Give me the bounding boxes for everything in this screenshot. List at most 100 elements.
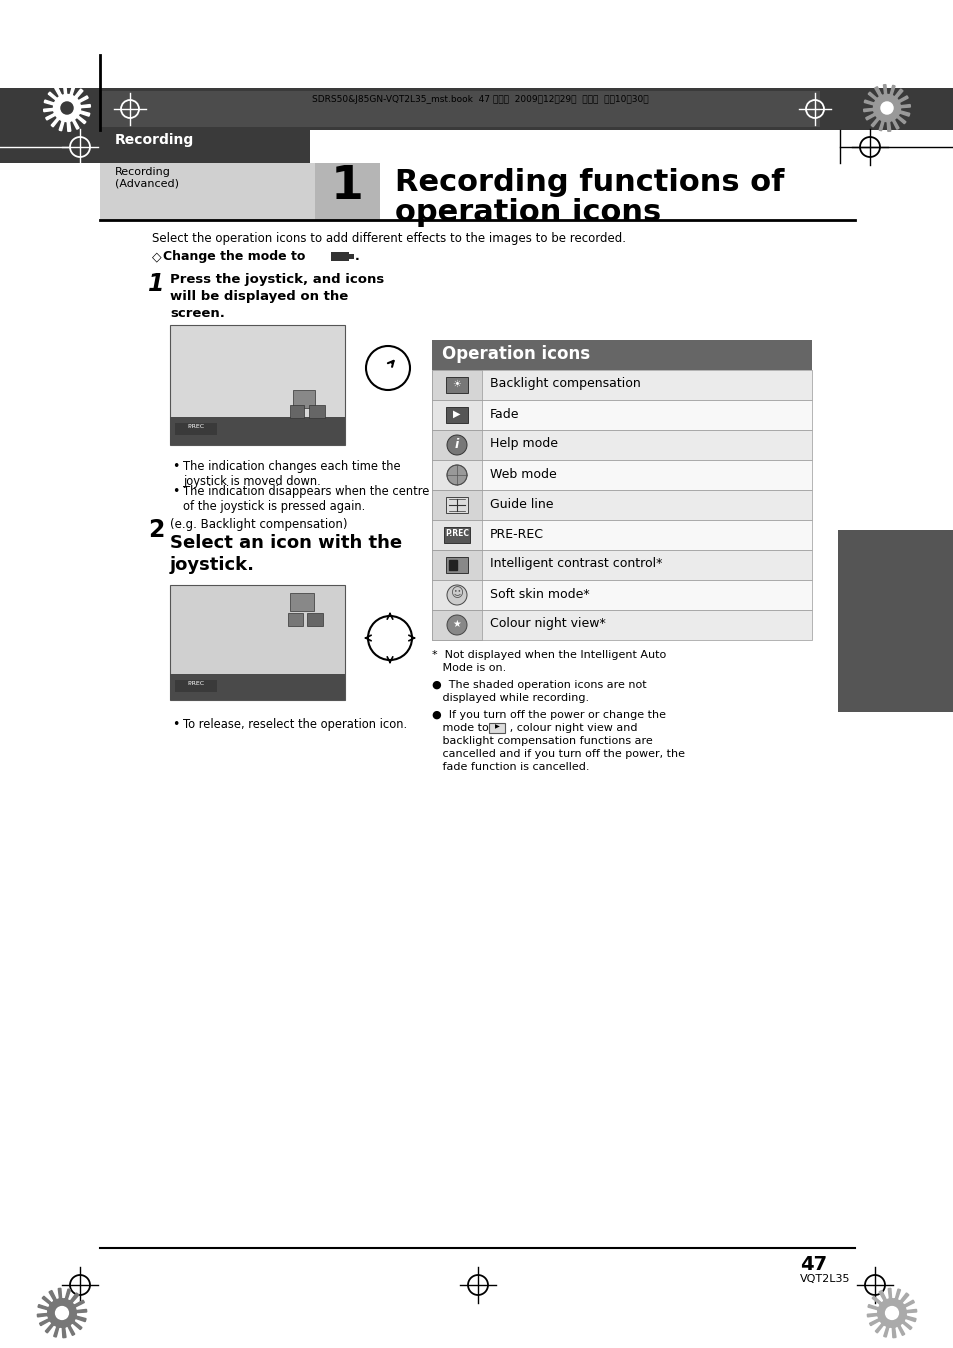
Bar <box>432 400 481 430</box>
Circle shape <box>447 615 467 635</box>
Bar <box>170 585 345 700</box>
Bar <box>432 491 481 520</box>
Bar <box>314 163 379 220</box>
Bar <box>432 430 481 460</box>
Bar <box>432 611 481 640</box>
Bar <box>432 550 481 580</box>
Bar <box>100 163 314 220</box>
Text: Select the operation icons to add different effects to the images to be recorded: Select the operation icons to add differ… <box>152 232 625 245</box>
Bar <box>100 92 820 127</box>
Text: cancelled and if you turn off the power, the: cancelled and if you turn off the power,… <box>432 749 684 759</box>
Text: P.REC: P.REC <box>187 681 204 686</box>
Circle shape <box>447 465 467 485</box>
Text: Colour night view*: Colour night view* <box>490 617 605 631</box>
Text: Fade: Fade <box>490 407 519 421</box>
Bar <box>446 377 468 394</box>
Text: PRE-REC: PRE-REC <box>490 527 543 541</box>
Text: SDRS50&J85GN-VQT2L35_mst.book  47 ページ  2009年12月29日  火曜日  午前10時30分: SDRS50&J85GN-VQT2L35_mst.book 47 ページ 200… <box>312 94 648 104</box>
Bar <box>309 404 325 418</box>
Bar <box>432 369 481 400</box>
Text: will be displayed on the: will be displayed on the <box>170 290 348 303</box>
Text: Recording: Recording <box>115 133 194 147</box>
Bar <box>837 530 953 712</box>
Text: (e.g. Backlight compensation): (e.g. Backlight compensation) <box>170 518 347 531</box>
Bar <box>446 497 468 514</box>
Text: fade function is cancelled.: fade function is cancelled. <box>432 762 589 772</box>
Text: Select an icon with the: Select an icon with the <box>170 534 402 551</box>
Text: Guide line: Guide line <box>490 497 553 511</box>
Bar <box>293 390 314 408</box>
Bar <box>307 613 323 625</box>
Bar <box>0 129 310 163</box>
Text: •: • <box>172 485 179 497</box>
Text: Web mode: Web mode <box>490 468 557 480</box>
Text: 1: 1 <box>148 272 164 297</box>
Bar <box>432 580 481 611</box>
Text: displayed while recording.: displayed while recording. <box>432 693 589 704</box>
Text: Operation icons: Operation icons <box>441 345 590 363</box>
Bar <box>432 611 811 640</box>
Bar <box>432 430 811 460</box>
Text: Recording
(Advanced): Recording (Advanced) <box>115 167 179 189</box>
Bar <box>170 417 345 445</box>
Text: .: . <box>355 249 359 263</box>
Circle shape <box>447 435 467 456</box>
Bar <box>432 550 811 580</box>
Text: i: i <box>455 438 458 450</box>
Text: *  Not displayed when the Intelligent Auto: * Not displayed when the Intelligent Aut… <box>432 650 665 661</box>
Bar <box>432 400 811 430</box>
Bar <box>0 0 953 88</box>
Bar <box>331 252 349 262</box>
Bar <box>432 520 811 550</box>
Bar <box>170 325 345 445</box>
Text: screen.: screen. <box>170 307 225 319</box>
Bar <box>290 404 304 418</box>
Text: Backlight compensation: Backlight compensation <box>490 377 640 391</box>
Circle shape <box>60 101 73 115</box>
Bar <box>432 340 811 369</box>
Text: Mode is on.: Mode is on. <box>432 663 506 673</box>
Polygon shape <box>866 1289 916 1337</box>
Circle shape <box>55 1306 69 1320</box>
Bar <box>489 723 504 733</box>
Bar <box>290 593 314 611</box>
Bar <box>432 491 811 520</box>
Polygon shape <box>862 85 909 131</box>
Bar <box>446 407 468 423</box>
Bar <box>174 679 216 692</box>
Text: ☀: ☀ <box>452 379 461 390</box>
Text: ☺: ☺ <box>450 588 463 600</box>
Text: Recording functions of: Recording functions of <box>395 168 783 197</box>
Text: Change the mode to: Change the mode to <box>163 249 305 263</box>
Text: Help mode: Help mode <box>490 438 558 450</box>
Polygon shape <box>37 1289 87 1337</box>
Text: ◇: ◇ <box>152 249 166 263</box>
Text: ★: ★ <box>452 619 461 630</box>
Text: 47: 47 <box>800 1255 826 1274</box>
Bar <box>0 88 953 129</box>
Circle shape <box>447 585 467 605</box>
Bar <box>446 557 468 573</box>
Text: 1: 1 <box>331 164 363 209</box>
Text: ●  The shaded operation icons are not: ● The shaded operation icons are not <box>432 679 646 690</box>
Text: ▶: ▶ <box>453 408 460 419</box>
Text: To release, reselect the operation icon.: To release, reselect the operation icon. <box>183 718 407 731</box>
Bar <box>432 460 481 491</box>
Text: ●  If you turn off the power or change the: ● If you turn off the power or change th… <box>432 710 665 720</box>
Bar <box>174 423 216 435</box>
Polygon shape <box>449 559 456 570</box>
Text: VQT2L35: VQT2L35 <box>800 1274 850 1285</box>
Text: Press the joystick, and icons: Press the joystick, and icons <box>170 274 384 286</box>
Text: ▶: ▶ <box>494 724 498 729</box>
Bar <box>349 253 354 259</box>
Bar <box>432 520 481 550</box>
Text: P.REC: P.REC <box>444 530 469 538</box>
Bar <box>170 674 345 700</box>
Text: mode to      , colour night view and: mode to , colour night view and <box>432 723 637 733</box>
Bar <box>432 369 811 400</box>
Text: The indication disappears when the centre
of the joystick is pressed again.: The indication disappears when the centr… <box>183 485 429 514</box>
Polygon shape <box>44 85 91 131</box>
Text: •: • <box>172 460 179 473</box>
Text: operation icons: operation icons <box>395 198 660 226</box>
Circle shape <box>884 1306 898 1320</box>
